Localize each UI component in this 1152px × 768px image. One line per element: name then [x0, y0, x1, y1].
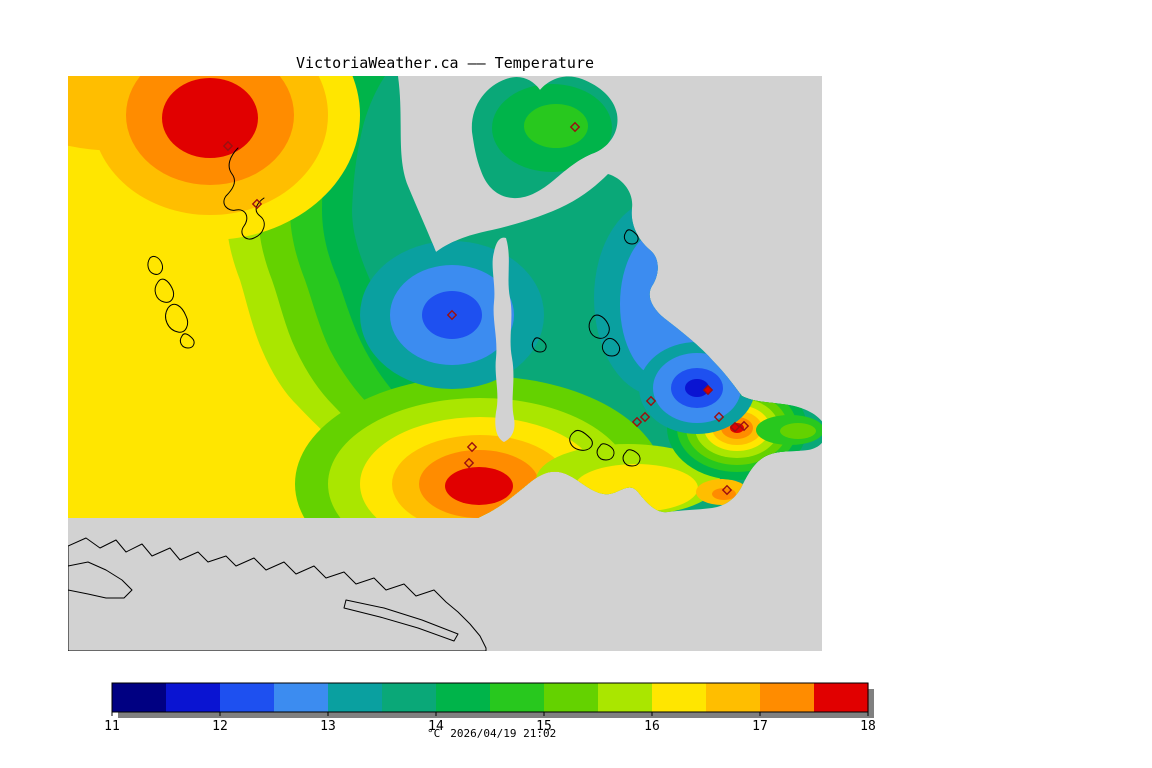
colorbar-segment: [220, 683, 275, 712]
station-marker: [222, 140, 234, 152]
temp-band: [445, 467, 513, 505]
colorbar-tick-label: 12: [212, 719, 228, 734]
coastline: [623, 229, 639, 245]
color-scale: 11 12 13 14 15 16 17 18 °C 2026/04/19 21:02: [104, 682, 876, 740]
colorbar-tick-label: 18: [860, 719, 876, 734]
coastline: [622, 449, 641, 467]
temp-band: [524, 104, 588, 148]
station-markers: [222, 121, 750, 496]
colorbar-segment: [706, 683, 761, 712]
coastline: [601, 337, 621, 357]
temp-band: [162, 78, 258, 158]
station-marker: [466, 441, 478, 453]
temp-band: [422, 291, 482, 339]
coastline: [588, 314, 610, 339]
coastline: [154, 278, 175, 303]
coastline: [179, 333, 195, 349]
coastline: [569, 429, 593, 451]
colorbar-segment: [760, 683, 815, 712]
map-title: VictoriaWeather.ca –– Temperature: [296, 54, 594, 72]
colorbar-caption: °C 2026/04/19 21:02: [427, 727, 556, 740]
station-marker: [645, 395, 657, 407]
colorbar-tick-label: 14: [428, 719, 444, 734]
station-marker: [713, 411, 725, 423]
timestamp: 2026/04/19 21:02: [450, 727, 556, 740]
station-marker: [446, 309, 458, 321]
coastline: [223, 147, 265, 240]
colorbar-tick-label: 16: [644, 719, 660, 734]
inlet-water: [492, 237, 515, 442]
color-scale-border: [111, 682, 869, 713]
colorbar-tick-label: 13: [320, 719, 336, 734]
station-marker: [631, 416, 643, 428]
colorbar-segment: [652, 683, 707, 712]
colorbar-segment: [328, 683, 383, 712]
colorbar-segment: [490, 683, 545, 712]
station-marker: [729, 421, 741, 433]
colorbar-tick-label: 11: [104, 719, 120, 734]
station-marker: [702, 384, 714, 396]
station-marker: [569, 121, 581, 133]
temp-band: [712, 488, 736, 500]
colorbar-segments: [112, 683, 869, 712]
station-marker: [721, 484, 733, 496]
colorbar-segment: [382, 683, 437, 712]
station-marker: [463, 457, 475, 469]
bay: [68, 561, 133, 599]
coastal-spit: [343, 599, 459, 642]
colorbar-segment: [436, 683, 491, 712]
unit-label: °C: [427, 727, 440, 740]
temp-band: [685, 379, 709, 397]
colorbar-ticks: 11 12 13 14 15 16 17 18: [104, 712, 876, 734]
temp-band: [780, 423, 816, 439]
station-marker: [251, 198, 263, 210]
station-marker: [738, 420, 750, 432]
colorbar-segment: [544, 683, 599, 712]
colorbar-segment: [166, 683, 221, 712]
station-marker: [639, 411, 651, 423]
coastline: [531, 337, 547, 353]
colorbar-segment: [112, 683, 167, 712]
colorbar-segment: [274, 683, 329, 712]
colorbar-tick-label: 15: [536, 719, 552, 734]
coastline: [165, 303, 189, 333]
coastline: [596, 443, 615, 461]
colorbar-segment: [598, 683, 653, 712]
coastline: [147, 255, 163, 275]
colorbar-segment: [814, 683, 869, 712]
colorbar-tick-label: 17: [752, 719, 768, 734]
land-mass: [68, 537, 487, 651]
